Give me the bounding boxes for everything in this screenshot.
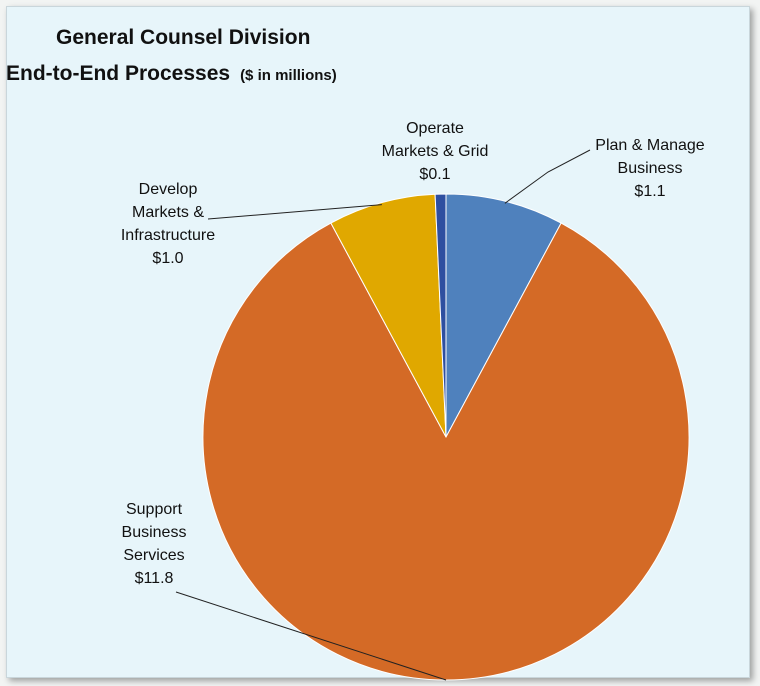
pie-slice-develop-markets-infrastructure [330,193,447,438]
leader-line-plan-manage-business [504,149,591,204]
chart-subtitle-text: End-to-End Processes [6,62,231,85]
label-support-business-services: Support Business Services $11.8 [94,498,214,590]
label-plan-line2: Business [617,160,683,177]
label-develop-line1: Develop [138,181,198,198]
label-plan-value: $1.1 [634,183,666,200]
label-operate-value: $0.1 [419,166,451,183]
leader-line-develop-markets-infrastructure [207,204,382,220]
label-support-line3: Services [123,547,185,564]
label-plan-manage-business: Plan & Manage Business $1.1 [570,134,730,203]
label-operate-line1: Operate [406,120,464,137]
label-support-value: $11.8 [134,570,174,587]
chart-title: General Counsel Division [56,26,311,49]
chart-subtitle: End-to-End Processes ($ in millions) [6,62,337,86]
label-plan-line1: Plan & Manage [595,137,705,154]
label-operate-markets-grid: Operate Markets & Grid $0.1 [360,117,510,186]
label-develop-line2: Markets & [131,204,204,221]
unit-note: ($ in millions) [240,67,337,84]
label-develop-value: $1.0 [152,250,184,267]
label-support-line1: Support [125,501,183,518]
label-develop-markets-infrastructure: Develop Markets & Infrastructure $1.0 [98,178,238,270]
label-operate-line2: Markets & Grid [381,143,489,160]
leader-line-support-business-services [175,591,447,681]
pie-slice-plan-manage-business [445,193,562,438]
label-develop-line3: Infrastructure [120,227,216,244]
pie-slice-operate-markets-grid [434,193,447,438]
label-support-line2: Business [121,524,187,541]
